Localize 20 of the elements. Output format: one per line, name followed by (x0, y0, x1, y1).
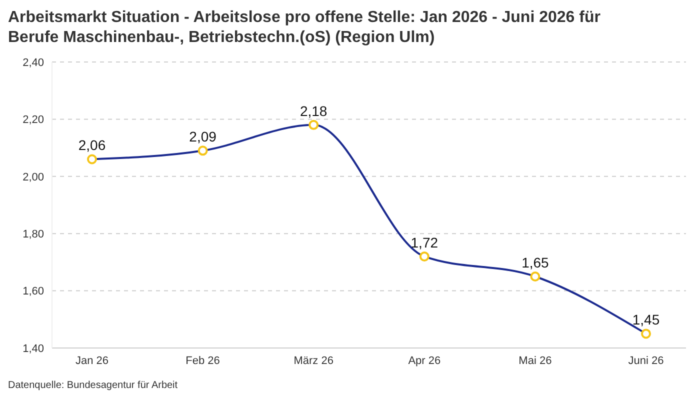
y-tick-label: 1,60 (22, 286, 44, 298)
data-label: 1,65 (522, 254, 550, 270)
data-label: 2,09 (189, 128, 217, 145)
text: Datenquelle: Bundesagentur für Arbeit (8, 380, 179, 391)
x-tick-label: Jan 26 (75, 354, 109, 367)
y-tick-label: 2,00 (22, 171, 44, 184)
chart-title: Arbeitsmarkt Situation - Arbeitslose pro offene Stelle: Jan 2026 - Juni 2026 für Berufe Maschinenbau-, Betriebstechn.(oS) (Region Ulm) (8, 8, 602, 48)
x-tick-label: Mai 26 (518, 354, 552, 367)
y-tick-label: 2,40 (22, 56, 44, 69)
x-tick-label: Feb 26 (186, 354, 220, 367)
x-tick-label: Juni 26 (628, 354, 664, 367)
data-label: 2,06 (78, 137, 106, 154)
y-tick-label: 1,80 (22, 228, 44, 241)
x-tick-label: Apr 26 (408, 354, 441, 367)
y-tick-label: 1,40 (22, 342, 44, 355)
x-tick-label: März 26 (294, 354, 334, 367)
data-label: 1,45 (632, 312, 660, 328)
y-tick-label: 2,20 (22, 114, 44, 126)
data-label: 2,18 (300, 102, 328, 119)
data-label: 1,72 (410, 234, 438, 250)
